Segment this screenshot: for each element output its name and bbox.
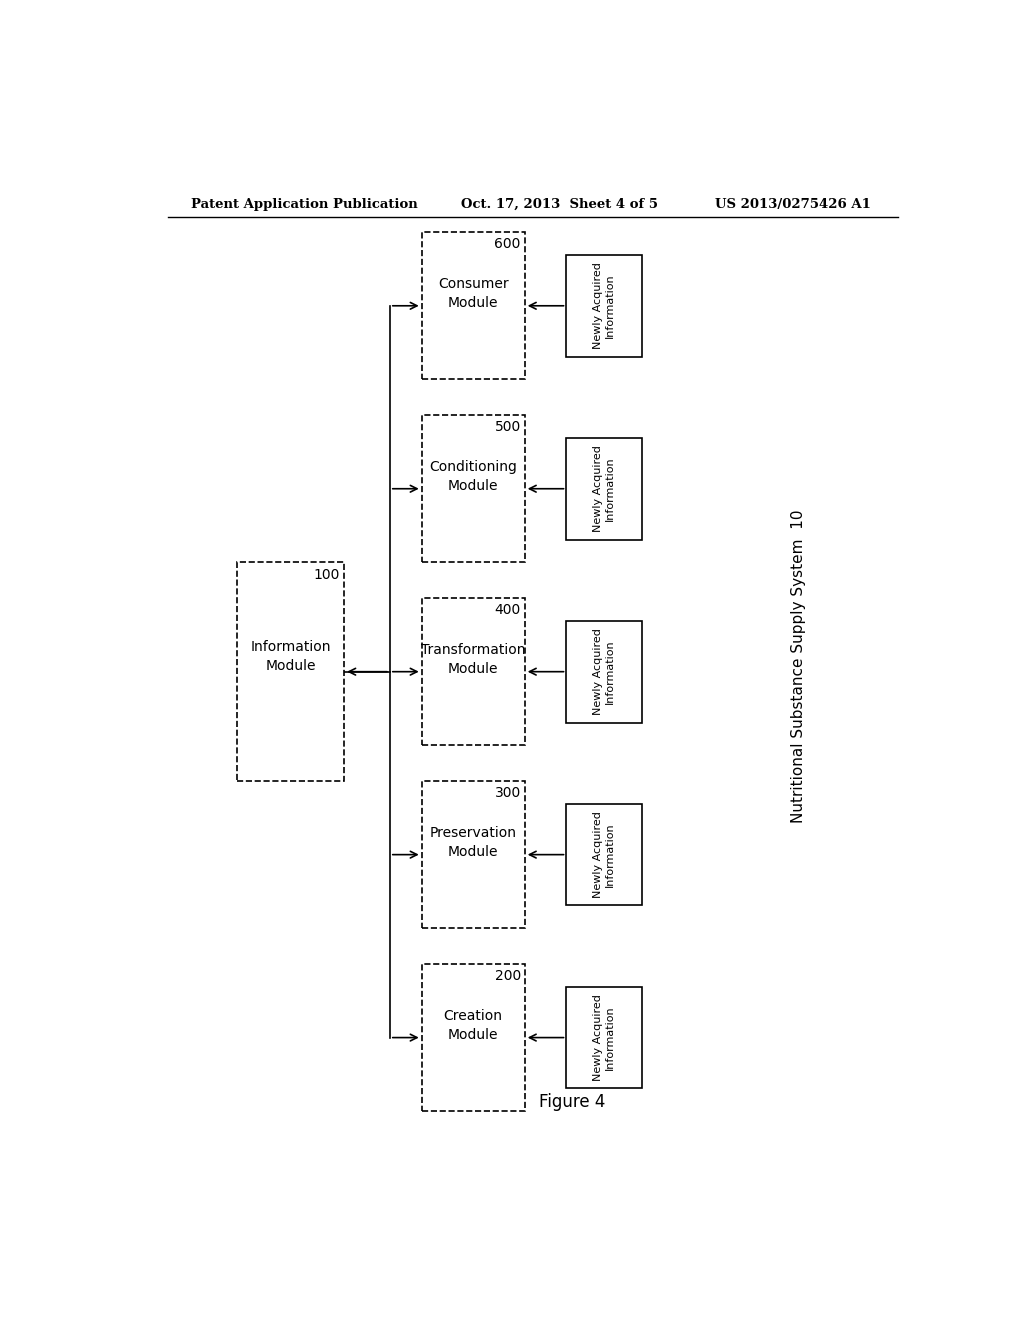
Text: Conditioning
Module: Conditioning Module bbox=[429, 461, 517, 492]
Bar bbox=[238, 562, 344, 781]
Text: Preservation
Module: Preservation Module bbox=[430, 826, 517, 858]
Text: Information
Module: Information Module bbox=[251, 640, 331, 673]
Text: Newly Acquired
Information: Newly Acquired Information bbox=[593, 445, 615, 532]
Text: Nutritional Substance Supply System  10: Nutritional Substance Supply System 10 bbox=[792, 510, 806, 824]
Bar bbox=[566, 620, 642, 722]
Text: US 2013/0275426 A1: US 2013/0275426 A1 bbox=[715, 198, 871, 211]
Bar bbox=[566, 804, 642, 906]
Text: Consumer
Module: Consumer Module bbox=[438, 277, 509, 310]
Bar bbox=[566, 255, 642, 356]
Text: Newly Acquired
Information: Newly Acquired Information bbox=[593, 628, 615, 715]
Text: 100: 100 bbox=[314, 568, 340, 582]
Text: 300: 300 bbox=[495, 785, 521, 800]
Text: 500: 500 bbox=[495, 420, 521, 434]
Bar bbox=[422, 781, 524, 928]
Bar bbox=[422, 964, 524, 1111]
Text: 600: 600 bbox=[495, 238, 521, 251]
Bar bbox=[566, 438, 642, 540]
Text: 400: 400 bbox=[495, 603, 521, 616]
Text: Figure 4: Figure 4 bbox=[540, 1093, 605, 1110]
Text: Patent Application Publication: Patent Application Publication bbox=[191, 198, 418, 211]
Text: Newly Acquired
Information: Newly Acquired Information bbox=[593, 812, 615, 898]
Text: 200: 200 bbox=[495, 969, 521, 983]
Bar bbox=[422, 414, 524, 562]
Bar bbox=[422, 232, 524, 379]
Text: Newly Acquired
Information: Newly Acquired Information bbox=[593, 994, 615, 1081]
Bar bbox=[422, 598, 524, 746]
Text: Transformation
Module: Transformation Module bbox=[421, 643, 525, 676]
Text: Creation
Module: Creation Module bbox=[443, 1010, 503, 1041]
Bar bbox=[566, 987, 642, 1089]
Text: Oct. 17, 2013  Sheet 4 of 5: Oct. 17, 2013 Sheet 4 of 5 bbox=[461, 198, 658, 211]
Text: Newly Acquired
Information: Newly Acquired Information bbox=[593, 263, 615, 350]
